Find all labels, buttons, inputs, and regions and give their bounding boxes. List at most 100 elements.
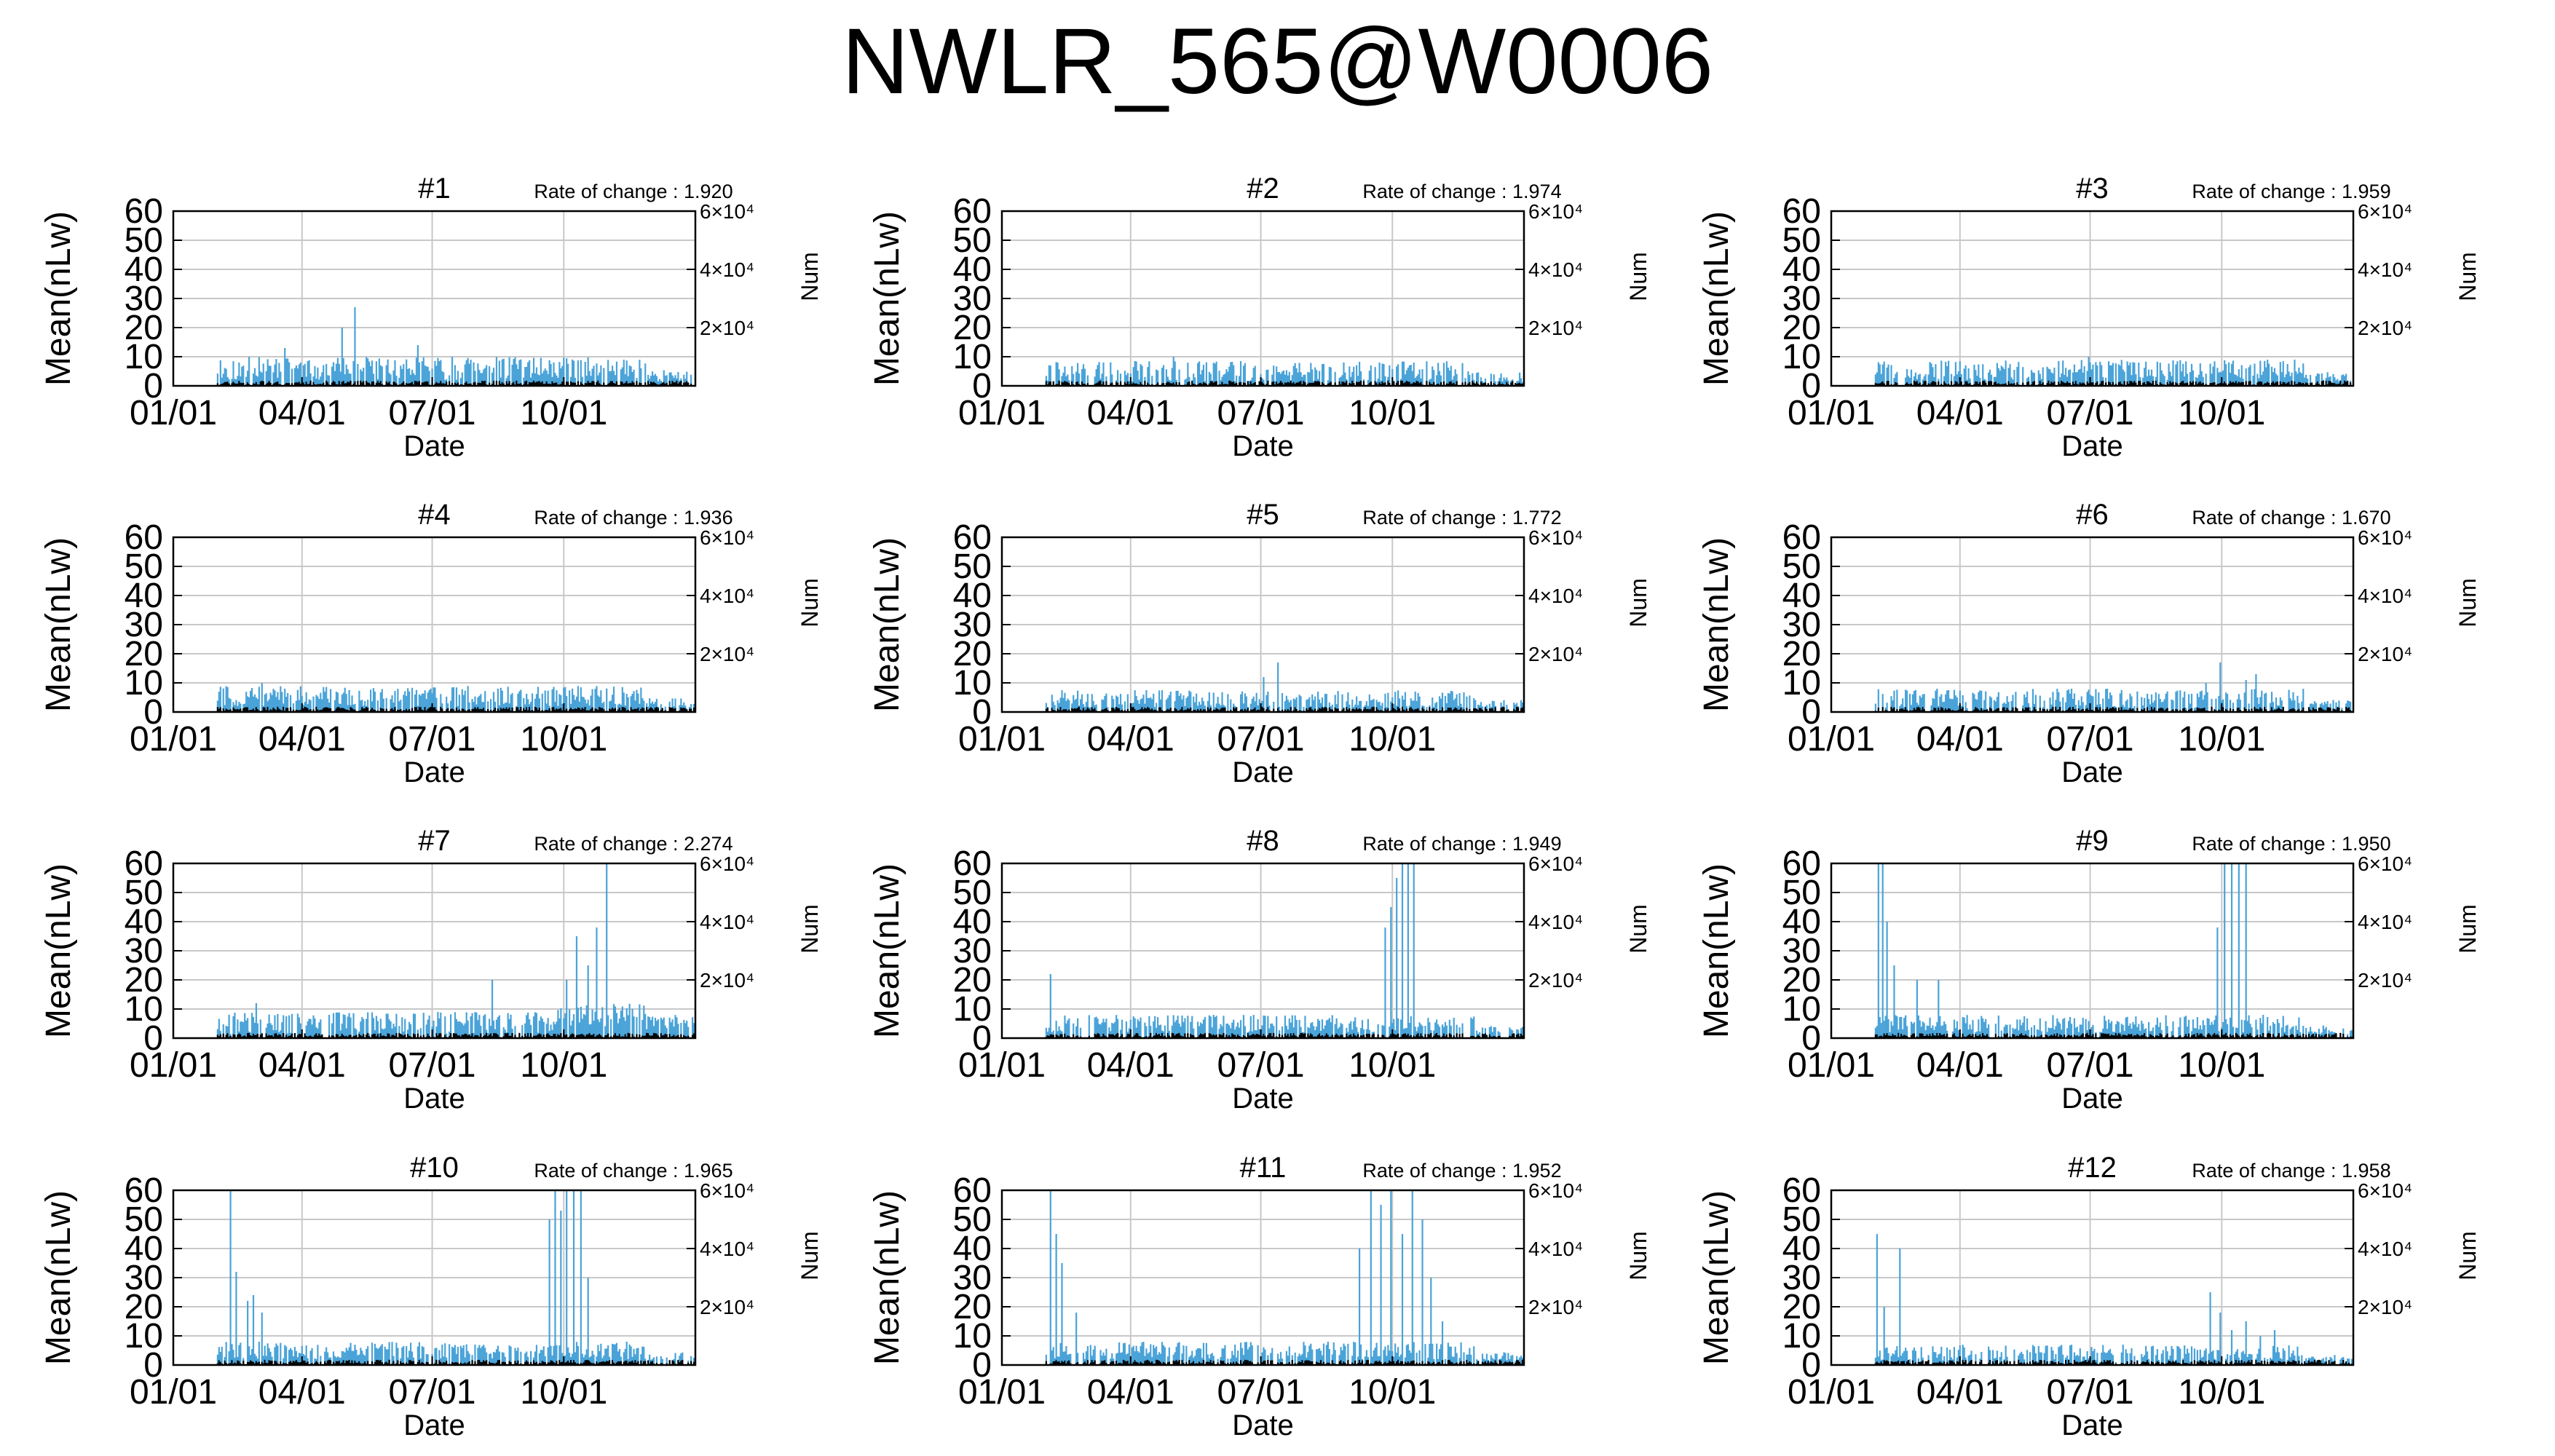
y-tick-label: 20 (125, 309, 163, 347)
y-tick-label: 20 (1782, 309, 1821, 347)
x-tick-label: 10/01 (1348, 394, 1436, 432)
y-tick-label: 20 (953, 961, 992, 1000)
x-axis-label: Date (2061, 430, 2123, 462)
x-tick-label: 04/01 (1916, 720, 2004, 759)
x-tick-label: 04/01 (1087, 394, 1174, 432)
x-tick-label: 07/01 (1217, 720, 1304, 759)
y-tick-label: 40 (125, 903, 163, 941)
y-axis-label: Mean(nLw) (39, 537, 78, 712)
y-axis-label: Mean(nLw) (39, 211, 78, 386)
x-tick-label: 01/01 (958, 720, 1046, 759)
y2-tick-label: 6×10⁴ (700, 852, 754, 875)
y-tick-label: 40 (953, 903, 992, 941)
x-tick-label: 01/01 (130, 720, 217, 759)
panel-title: #3 (2076, 173, 2109, 205)
y-tick-label: 40 (953, 577, 992, 615)
y-tick-label: 50 (125, 221, 163, 260)
figure-title: NWLR_565@W0006 (841, 9, 1714, 114)
y-tick-label: 20 (1782, 635, 1821, 673)
x-axis-label: Date (1232, 756, 1294, 788)
y-tick-label: 10 (125, 990, 163, 1029)
y-tick-label: 10 (1782, 338, 1821, 376)
y-tick-label: 20 (125, 635, 163, 673)
y2-tick-label: 6×10⁴ (700, 526, 754, 549)
y-tick-label: 20 (125, 961, 163, 1000)
x-tick-label: 07/01 (1217, 1046, 1304, 1085)
y2-axis-label: Num (1625, 252, 1651, 301)
panel-title: #2 (1247, 173, 1279, 205)
x-tick-label: 07/01 (2046, 394, 2133, 432)
y-tick-label: 0 (1801, 367, 1821, 405)
x-tick-label: 07/01 (1217, 394, 1304, 432)
x-axis-label: Date (403, 430, 465, 462)
y-tick-label: 60 (953, 518, 992, 557)
x-tick-label: 01/01 (130, 1046, 217, 1085)
y-tick-label: 0 (143, 693, 163, 732)
y-tick-label: 30 (125, 606, 163, 644)
panel-title: #8 (1247, 825, 1279, 857)
y-axis-label: Mean(nLw) (1697, 537, 1736, 712)
x-tick-label: 01/01 (958, 394, 1046, 432)
y2-tick-label: 6×10⁴ (2358, 200, 2412, 223)
y-tick-label: 30 (953, 280, 992, 318)
y-tick-label: 0 (972, 367, 992, 405)
x-tick-label: 04/01 (258, 720, 346, 759)
rate-of-change-label: Rate of change : 2.274 (534, 833, 732, 855)
x-tick-label: 04/01 (258, 1046, 346, 1085)
y2-tick-label: 4×10⁴ (2358, 258, 2412, 281)
y2-tick-label: 2×10⁴ (2358, 317, 2412, 339)
rate-of-change-label: Rate of change : 1.920 (534, 181, 732, 202)
y-tick-label: 30 (125, 280, 163, 318)
y2-tick-label: 4×10⁴ (700, 911, 754, 933)
y2-tick-label: 2×10⁴ (1528, 317, 1583, 339)
y-tick-label: 10 (125, 338, 163, 376)
y-tick-label: 10 (953, 990, 992, 1029)
x-tick-label: 10/01 (1348, 720, 1436, 759)
y2-axis-label: Num (797, 252, 823, 301)
y-tick-label: 0 (972, 1019, 992, 1058)
y-tick-label: 60 (1782, 518, 1821, 557)
y-tick-label: 50 (953, 221, 992, 260)
y-tick-label: 30 (125, 932, 163, 970)
y-axis-label: Mean(nLw) (868, 863, 907, 1038)
y-tick-label: 0 (972, 693, 992, 732)
y-tick-label: 30 (1782, 606, 1821, 644)
y-axis-label: Mean(nLw) (39, 863, 78, 1038)
y2-tick-label: 4×10⁴ (1528, 258, 1583, 281)
y-tick-label: 30 (953, 932, 992, 970)
y2-tick-label: 6×10⁴ (2358, 526, 2412, 549)
y-tick-label: 60 (125, 192, 163, 231)
y-tick-label: 60 (953, 192, 992, 231)
rate-of-change-label: Rate of change : 1.949 (1362, 833, 1561, 855)
rate-of-change-label: Rate of change : 1.974 (1362, 181, 1561, 202)
y-tick-label: 20 (953, 635, 992, 673)
y2-tick-label: 2×10⁴ (1528, 643, 1583, 665)
x-tick-label: 01/01 (1788, 720, 1875, 759)
x-tick-label: 04/01 (1916, 394, 2004, 432)
y-tick-label: 40 (1782, 250, 1821, 289)
y-tick-label: 10 (1782, 664, 1821, 703)
x-tick-label: 10/01 (2178, 720, 2265, 759)
y-tick-label: 10 (953, 338, 992, 376)
x-tick-label: 04/01 (258, 394, 346, 432)
panel-title: #4 (418, 499, 451, 531)
y2-tick-label: 4×10⁴ (1528, 911, 1583, 933)
y-tick-label: 40 (125, 250, 163, 289)
y-tick-label: 40 (953, 250, 992, 289)
rate-of-change-label: Rate of change : 1.670 (2192, 507, 2390, 529)
y-tick-label: 50 (953, 547, 992, 586)
y-axis-label: Mean(nLw) (868, 537, 907, 712)
y-tick-label: 50 (953, 874, 992, 912)
x-tick-label: 10/01 (520, 394, 607, 432)
x-axis-label: Date (1232, 1083, 1294, 1115)
y2-axis-label: Num (2455, 578, 2481, 628)
rate-of-change-label: Rate of change : 1.959 (2192, 181, 2390, 202)
y-tick-label: 30 (953, 606, 992, 644)
x-tick-label: 04/01 (1087, 1046, 1174, 1085)
y-tick-label: 50 (125, 547, 163, 586)
